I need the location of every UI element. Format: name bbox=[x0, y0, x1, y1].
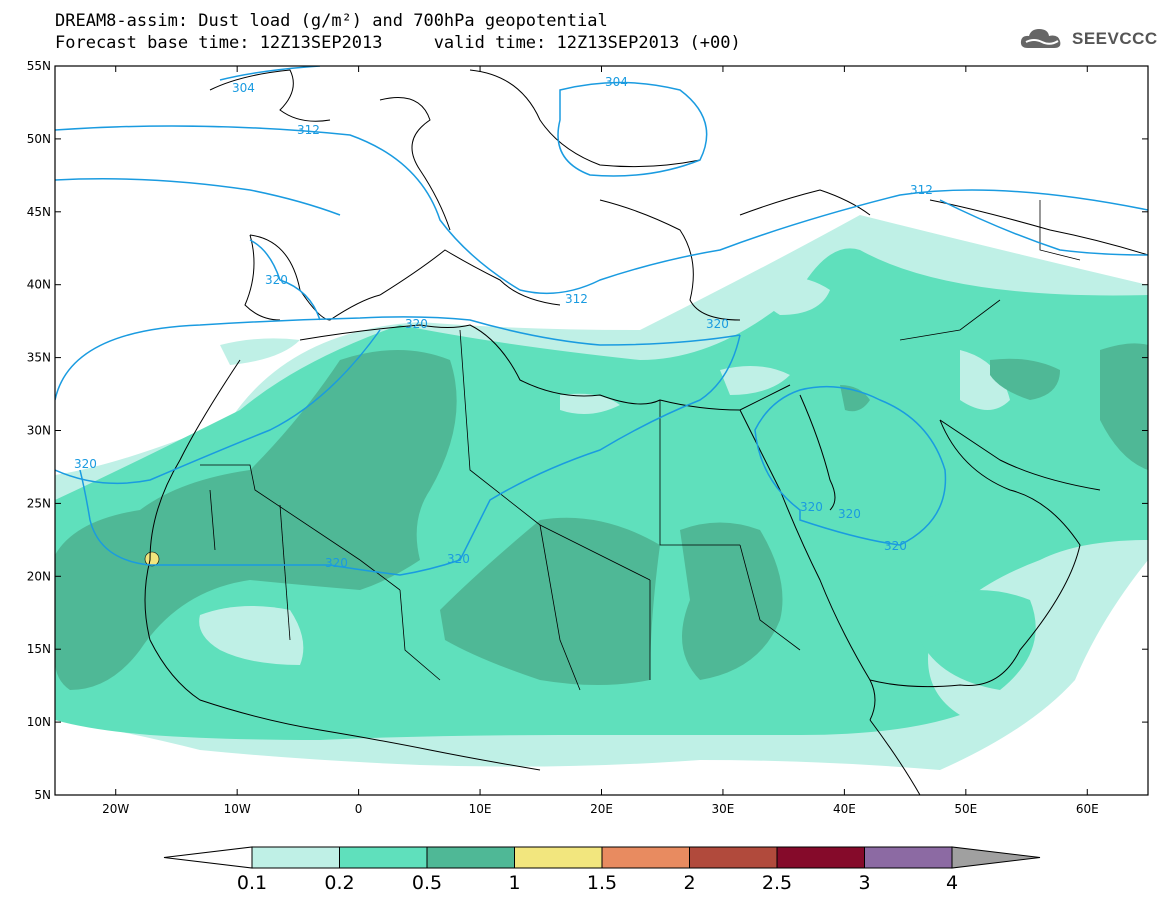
colorbar-swatch bbox=[339, 846, 428, 869]
colorbar-swatch bbox=[689, 846, 778, 869]
contour-label: 320 bbox=[265, 273, 288, 287]
colorbar-over-arrow bbox=[951, 846, 1041, 869]
colorbar-label: 0.1 bbox=[237, 872, 267, 894]
contour-label: 320 bbox=[74, 457, 97, 471]
colorbar-label: 1 bbox=[508, 872, 520, 894]
latitude-axis: 55N 50N 45N 40N 35N 30N 25N 20N 15N 10N 5N bbox=[27, 59, 1148, 802]
contour-label: 320 bbox=[405, 317, 428, 331]
colorbar-label: 1.5 bbox=[587, 872, 617, 894]
contour-label: 312 bbox=[910, 183, 933, 197]
lat-tick-label: 20N bbox=[27, 569, 51, 583]
colorbar-label: 2 bbox=[683, 872, 695, 894]
colorbar-label: 2.5 bbox=[762, 872, 792, 894]
colorbar: 0.1 0.2 0.5 1 1.5 2 2.5 3 4 bbox=[163, 846, 1041, 894]
lon-tick-label: 10E bbox=[469, 802, 492, 816]
seevccc-logo: SEEVCCC bbox=[1018, 26, 1158, 52]
contour-label: 312 bbox=[297, 123, 320, 137]
logo-text: SEEVCCC bbox=[1072, 29, 1158, 48]
colorbar-swatch bbox=[864, 846, 953, 869]
colorbar-label: 0.2 bbox=[324, 872, 354, 894]
contour-label: 320 bbox=[706, 317, 729, 331]
colorbar-swatch bbox=[514, 846, 603, 869]
contour-labels: 304 304 312 312 312 320 320 320 320 320 … bbox=[74, 75, 933, 570]
dust-shading-gaps bbox=[199, 276, 1010, 665]
lat-tick-label: 50N bbox=[27, 132, 51, 146]
lat-tick-label: 30N bbox=[27, 424, 51, 438]
contour-label: 320 bbox=[447, 552, 470, 566]
contour-label: 320 bbox=[800, 500, 823, 514]
lon-tick-label: 20E bbox=[590, 802, 613, 816]
colorbar-swatch bbox=[601, 846, 690, 869]
lat-tick-label: 5N bbox=[34, 788, 51, 802]
cloud-icon bbox=[1020, 29, 1061, 48]
contour-label: 304 bbox=[605, 75, 628, 89]
forecast-time-subtitle: Forecast base time: 12Z13SEP2013 valid t… bbox=[55, 33, 741, 53]
lon-tick-label: 60E bbox=[1076, 802, 1099, 816]
colorbar-swatch bbox=[426, 846, 515, 869]
lat-tick-label: 55N bbox=[27, 59, 51, 73]
contour-label: 320 bbox=[325, 556, 348, 570]
lon-tick-label: 0 bbox=[355, 802, 363, 816]
lon-tick-label: 20W bbox=[102, 802, 129, 816]
map-plot-area: 304 304 312 312 312 320 320 320 320 320 … bbox=[55, 66, 1148, 795]
colorbar-swatch bbox=[251, 846, 340, 869]
contour-label: 320 bbox=[884, 539, 907, 553]
dust-shading-medium bbox=[55, 248, 1148, 740]
geopotential-contours bbox=[55, 66, 1148, 576]
lon-tick-label: 10W bbox=[224, 802, 251, 816]
contour-label: 320 bbox=[838, 507, 861, 521]
coastlines bbox=[144, 69, 1148, 795]
lon-tick-label: 40E bbox=[833, 802, 856, 816]
colorbar-label: 0.5 bbox=[412, 872, 442, 894]
lon-tick-label: 30E bbox=[712, 802, 735, 816]
colorbar-swatch bbox=[776, 846, 865, 869]
lat-tick-label: 35N bbox=[27, 351, 51, 365]
contour-label: 304 bbox=[232, 81, 255, 95]
longitude-axis: 20W 10W 0 10E 20E 30E 40E 50E 60E bbox=[102, 66, 1099, 816]
lat-tick-label: 40N bbox=[27, 278, 51, 292]
lat-tick-label: 10N bbox=[27, 715, 51, 729]
country-borders bbox=[200, 200, 1081, 691]
dust-shading-dark bbox=[55, 343, 1148, 690]
colorbar-label: 4 bbox=[946, 872, 958, 894]
colorbar-label: 3 bbox=[858, 872, 870, 894]
dust-hotspot bbox=[144, 551, 160, 567]
contour-label: 312 bbox=[565, 292, 588, 306]
lon-tick-label: 50E bbox=[954, 802, 977, 816]
colorbar-under-arrow bbox=[163, 846, 253, 869]
lat-tick-label: 45N bbox=[27, 205, 51, 219]
lat-tick-label: 15N bbox=[27, 642, 51, 656]
lat-tick-label: 25N bbox=[27, 496, 51, 510]
map-title: DREAM8-assim: Dust load (g/m²) and 700hP… bbox=[55, 11, 608, 31]
